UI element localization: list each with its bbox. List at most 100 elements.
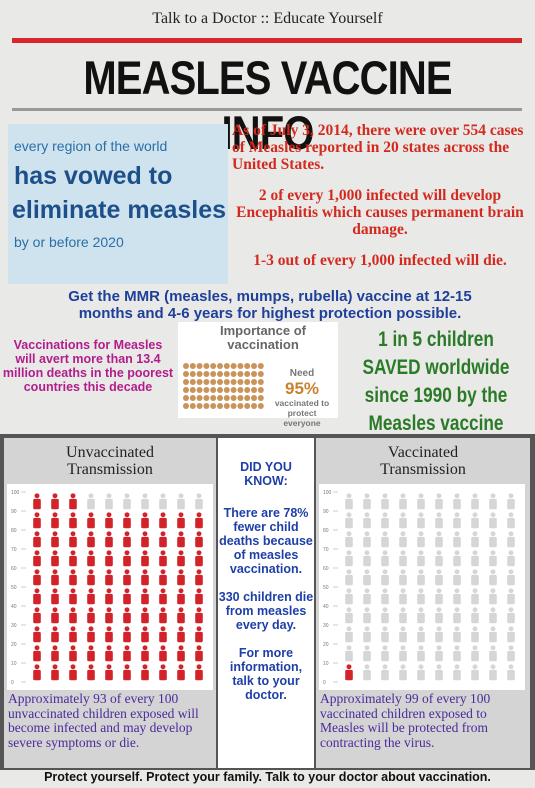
infected-person	[345, 664, 353, 681]
head	[436, 550, 442, 556]
body	[453, 498, 461, 510]
head	[382, 550, 388, 556]
body	[87, 517, 95, 529]
head	[436, 607, 442, 613]
body	[435, 498, 443, 510]
tick-label: 0	[323, 680, 326, 686]
person	[453, 512, 461, 529]
body	[507, 593, 515, 605]
dot	[237, 403, 244, 409]
head	[196, 493, 202, 499]
body	[105, 498, 113, 510]
head	[70, 588, 76, 594]
dot	[251, 395, 257, 401]
body	[453, 631, 461, 643]
person	[381, 569, 389, 586]
dot	[210, 395, 217, 401]
tick-label: 50	[323, 585, 329, 591]
person	[435, 607, 443, 624]
body	[177, 536, 185, 548]
head	[196, 550, 202, 556]
head	[196, 569, 202, 575]
dot	[257, 371, 264, 377]
head	[400, 626, 406, 632]
head	[346, 645, 352, 651]
person	[363, 626, 371, 643]
head	[364, 512, 370, 518]
head	[52, 493, 58, 499]
dot	[257, 379, 264, 385]
panel: Vaccinated Transmission 100 90 80 70 60 50 40 30…	[316, 438, 530, 768]
head	[454, 664, 460, 670]
tick-label: 70	[11, 547, 17, 553]
infected-person	[87, 550, 95, 567]
body	[417, 498, 425, 510]
head	[472, 531, 478, 537]
dot	[217, 395, 223, 401]
head	[346, 588, 352, 594]
body	[123, 517, 131, 529]
infected-person	[159, 645, 167, 662]
person	[399, 588, 407, 605]
fact: As of July 3, 2014, there were over 554 …	[232, 122, 524, 173]
person	[345, 531, 353, 548]
head	[454, 550, 460, 556]
dot	[244, 403, 251, 409]
body	[69, 612, 77, 624]
head	[490, 531, 496, 537]
did-you-know: DID YOU KNOW: There are 78% fewer child …	[218, 438, 314, 768]
person	[507, 550, 515, 567]
person	[471, 550, 479, 567]
body	[417, 517, 425, 529]
infected-person	[177, 588, 185, 605]
dot	[223, 403, 230, 409]
person	[507, 626, 515, 643]
person	[471, 569, 479, 586]
infected-person	[195, 550, 203, 567]
head	[196, 626, 202, 632]
body	[33, 650, 41, 662]
body	[141, 574, 149, 586]
body	[471, 669, 479, 681]
body	[489, 574, 497, 586]
body	[381, 650, 389, 662]
dot	[210, 403, 217, 409]
tick-label: 100	[11, 490, 20, 496]
head	[472, 626, 478, 632]
head	[142, 588, 148, 594]
person	[399, 664, 407, 681]
head	[178, 569, 184, 575]
infected-person	[177, 569, 185, 586]
head	[70, 626, 76, 632]
head	[346, 664, 352, 670]
body	[51, 498, 59, 510]
head	[88, 512, 94, 518]
dot	[257, 363, 264, 369]
infected-person	[51, 512, 59, 529]
head	[70, 664, 76, 670]
body	[507, 536, 515, 548]
head	[364, 664, 370, 670]
infected-person	[105, 512, 113, 529]
head	[364, 607, 370, 613]
dots	[183, 363, 264, 409]
head	[382, 531, 388, 537]
body	[417, 650, 425, 662]
infected-person	[195, 531, 203, 548]
head	[364, 645, 370, 651]
body	[363, 517, 371, 529]
person	[489, 493, 497, 510]
infected-person	[105, 645, 113, 662]
body	[33, 612, 41, 624]
head	[106, 607, 112, 613]
head	[490, 588, 496, 594]
body	[435, 517, 443, 529]
infected-person	[105, 664, 113, 681]
fact: 1-3 out of every 1,000 infected will die…	[253, 252, 507, 269]
body	[195, 612, 203, 624]
body	[159, 517, 167, 529]
infected-person	[141, 569, 149, 586]
body	[195, 536, 203, 548]
body	[435, 555, 443, 567]
